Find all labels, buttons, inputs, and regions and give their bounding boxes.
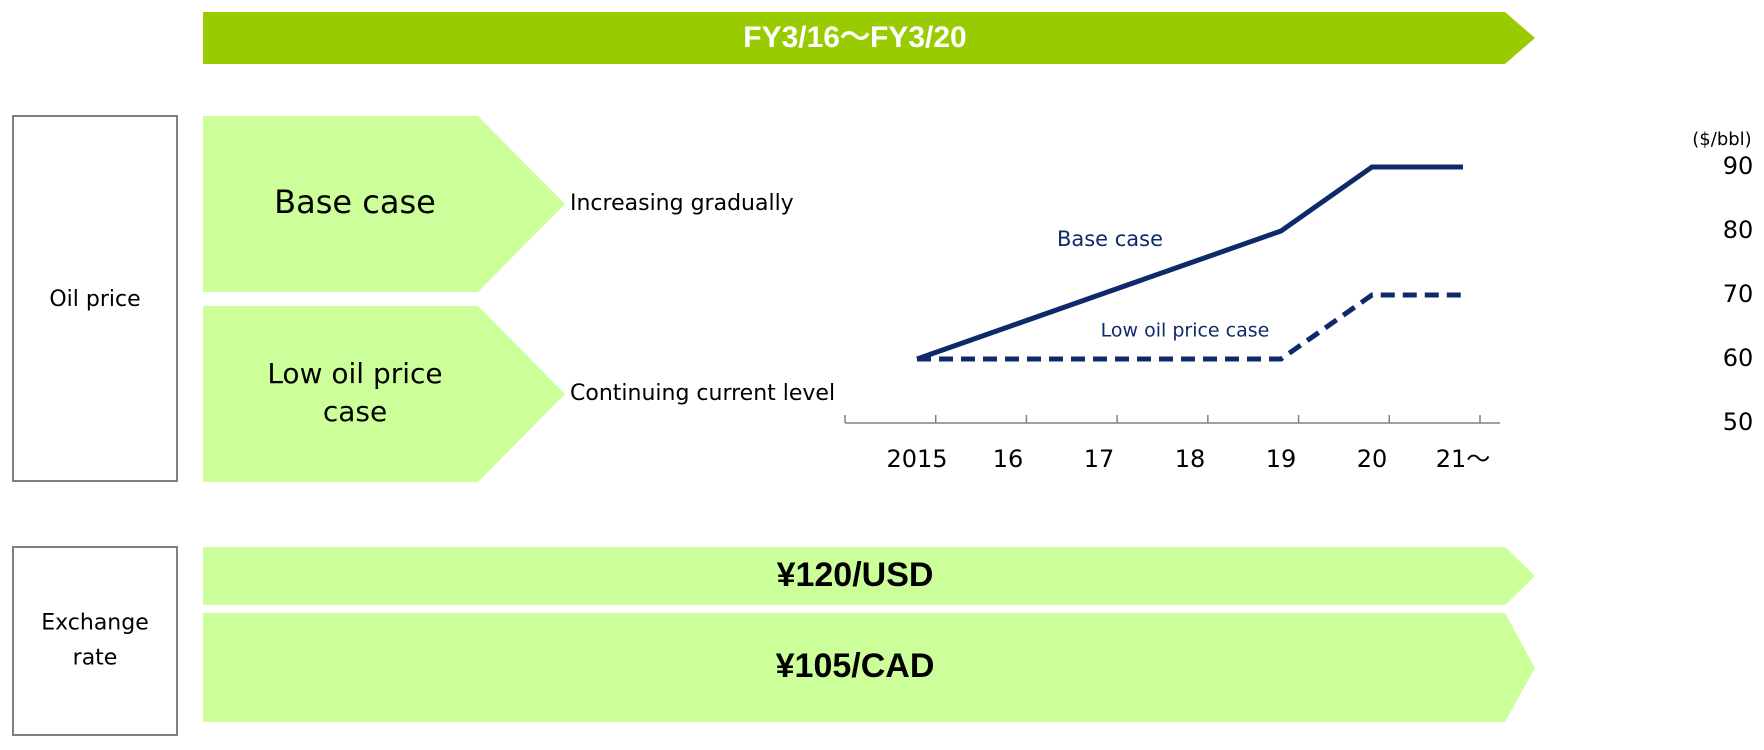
series-line [916, 164, 1463, 362]
banner-text: FY3/16～FY3/20 [743, 21, 966, 54]
rate-text: ¥120/USD [777, 556, 934, 594]
banner-arrow [203, 12, 1535, 64]
x-tick-label: 2015 [886, 445, 947, 473]
exchange-label: rate [73, 646, 118, 671]
case-name: Low oil price [267, 357, 442, 390]
series-line [917, 292, 1463, 362]
y-tick-label: 90 [1723, 152, 1754, 180]
x-tick-label: 21～ [1436, 445, 1491, 473]
base-case-chevron [203, 116, 565, 292]
rate-arrow [203, 547, 1535, 605]
y-unit: ($/bbl) [1692, 129, 1751, 150]
oil-price-box [12, 115, 178, 482]
x-tick-label: 20 [1357, 445, 1388, 473]
series-label: Low oil price case [1101, 320, 1270, 342]
oil-price-label: Oil price [49, 287, 140, 312]
x-tick-label: 17 [1084, 445, 1115, 473]
y-tick-label: 80 [1723, 216, 1754, 244]
x-tick-label: 18 [1175, 445, 1206, 473]
low-case-chevron [203, 306, 565, 482]
rate-arrow [203, 613, 1535, 722]
y-tick-label: 50 [1723, 408, 1754, 436]
x-tick-label: 19 [1266, 445, 1297, 473]
exchange-label: Exchange [41, 611, 149, 636]
series-label: Base case [1057, 227, 1163, 251]
case-name: Base case [274, 183, 436, 221]
x-tick-label: 16 [993, 445, 1024, 473]
rate-text: ¥105/CAD [776, 647, 935, 685]
exchange-box [12, 546, 178, 736]
case-description: Continuing current level [570, 381, 835, 406]
y-tick-label: 60 [1723, 344, 1754, 372]
y-tick-label: 70 [1723, 280, 1754, 308]
case-name: case [323, 395, 387, 428]
case-description: Increasing gradually [570, 191, 794, 216]
